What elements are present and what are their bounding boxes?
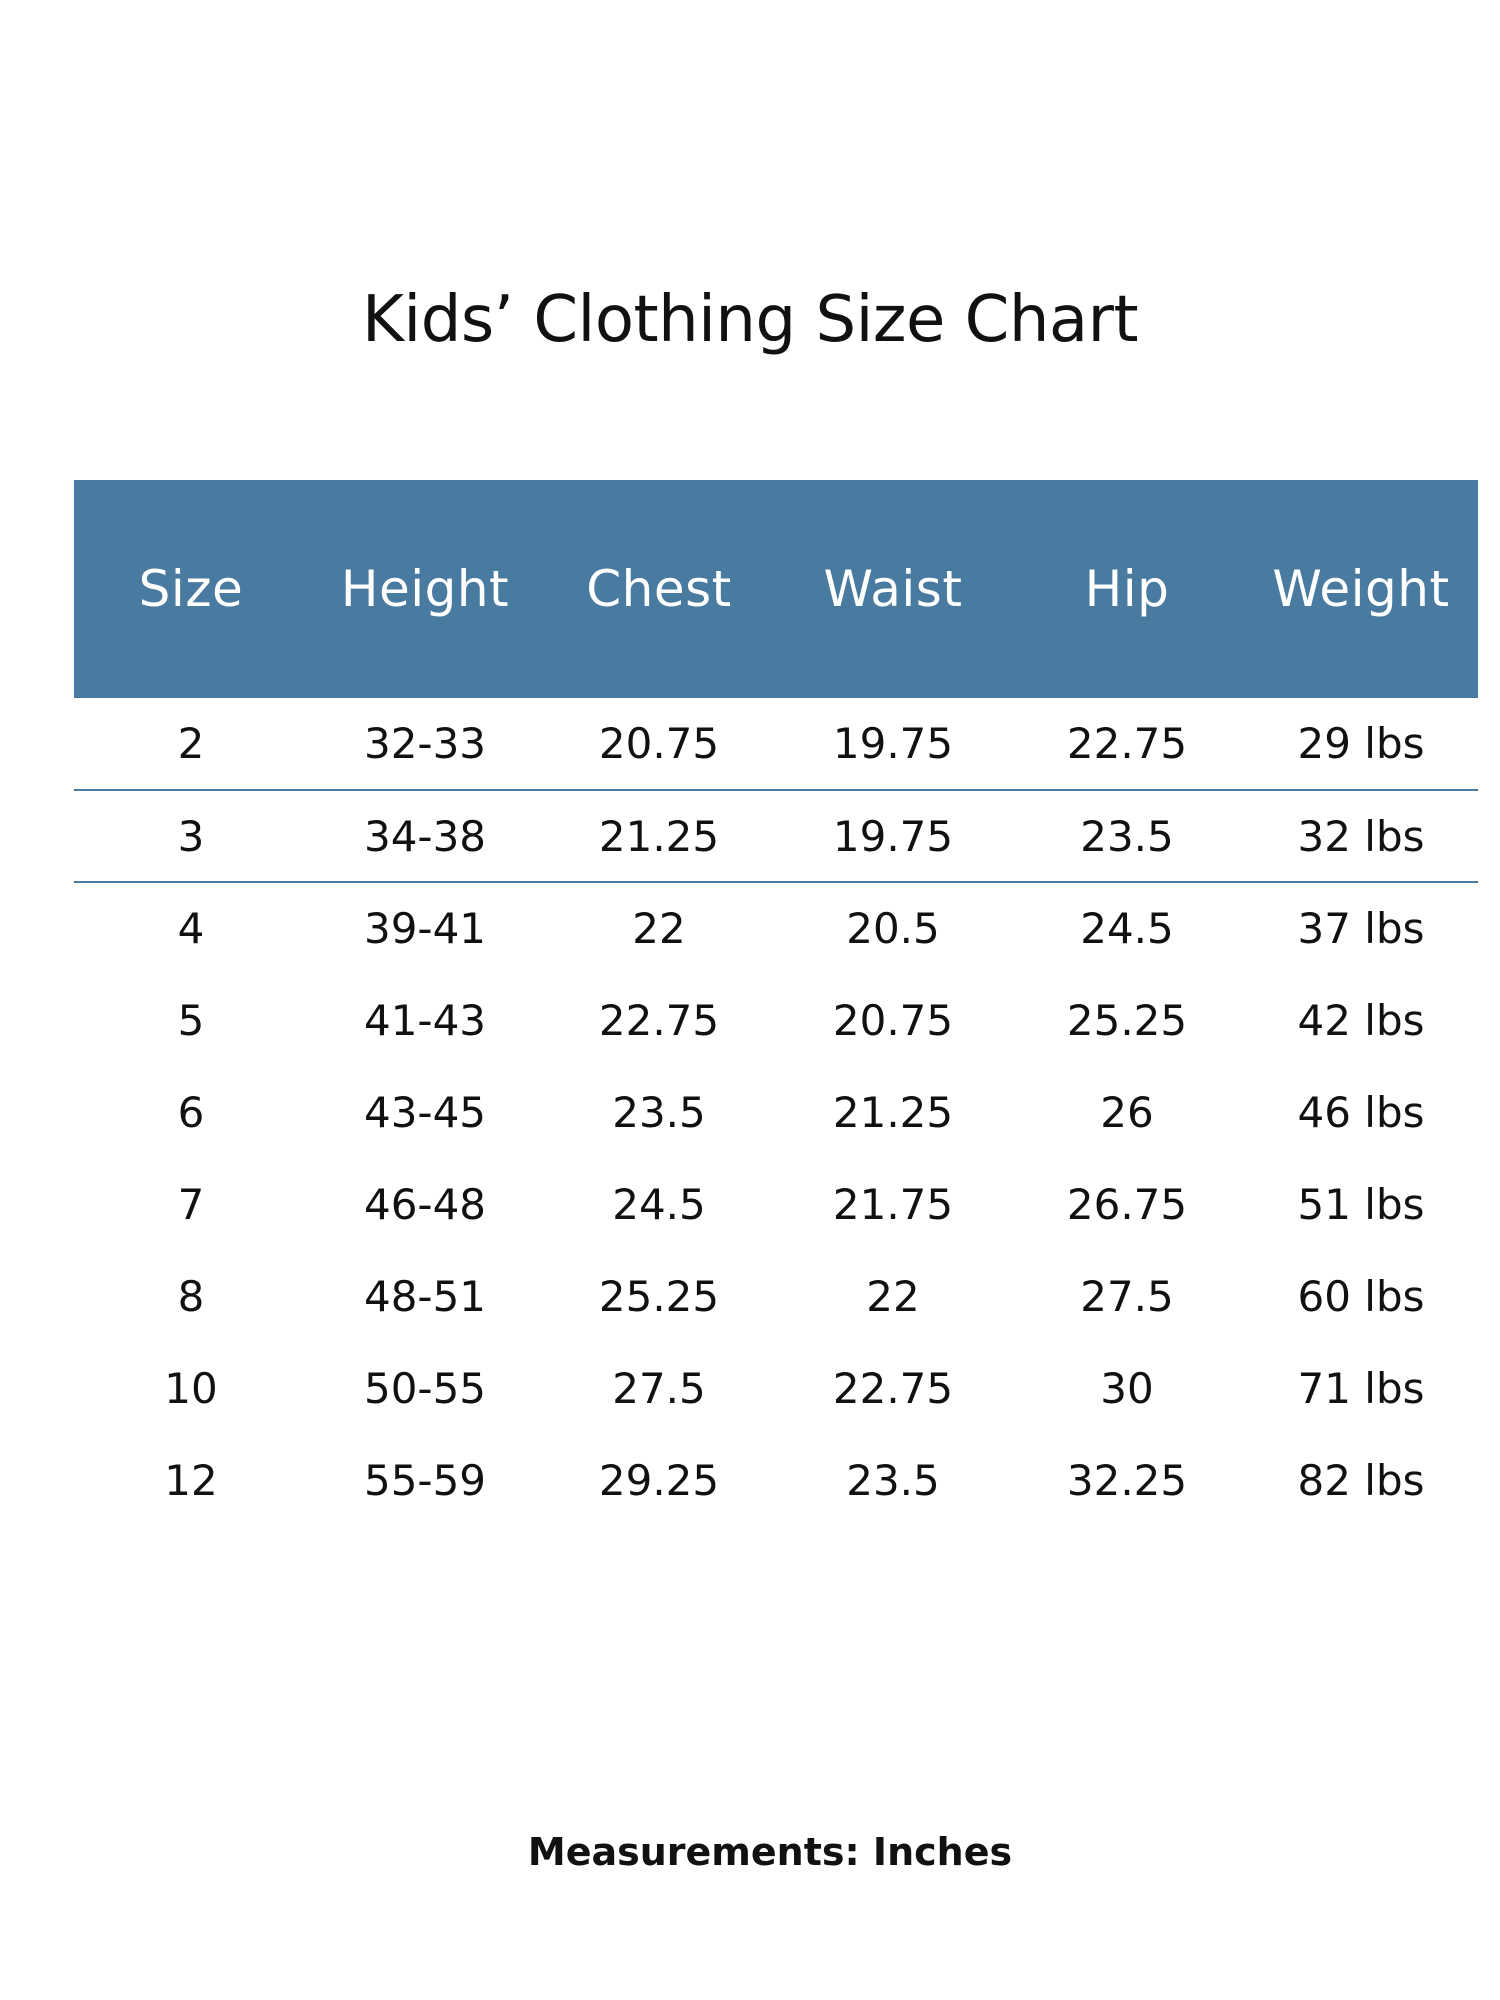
table-header: Size Height Chest Waist Hip Weight (74, 480, 1478, 698)
measurement-note: Measurements: Inches (527, 1830, 1013, 1874)
cell-hip: 22.75 (1010, 698, 1244, 791)
cell-weight: 71 lbs (1297, 1363, 1425, 1413)
page-title: Kids’ Clothing Size Chart (361, 283, 1139, 357)
cell-height: 46-48 (363, 1179, 487, 1229)
cell-chest: 20.75 (542, 698, 776, 791)
cell-size: 10 (164, 1363, 218, 1413)
cell-hip: 25.25 (1066, 995, 1188, 1045)
column-header-weight: Weight (1244, 480, 1478, 698)
table-row: 5 41-43 22.75 20.75 25.25 42 lbs (74, 974, 1478, 1066)
size-chart-table-container: Size Height Chest Waist Hip Weight 2 32-33 20.7… (74, 480, 1478, 1526)
cell-size: 8 (177, 1271, 205, 1321)
cell-waist: 23.5 (846, 1455, 940, 1505)
column-header-chest: Chest (542, 480, 776, 698)
cell-size: 2 (74, 698, 308, 791)
cell-weight: 29 lbs (1244, 698, 1478, 791)
column-header-height: Height (308, 480, 542, 698)
cell-chest: 23.5 (612, 1087, 706, 1137)
cell-height: 32-33 (308, 698, 542, 791)
cell-weight: 60 lbs (1297, 1271, 1425, 1321)
cell-height: 41-43 (363, 995, 487, 1045)
cell-weight: 51 lbs (1297, 1179, 1425, 1229)
cell-weight: 37 lbs (1297, 904, 1425, 953)
cell-size: 6 (177, 1087, 205, 1137)
column-header-hip: Hip (1010, 480, 1244, 698)
cell-waist: 20.5 (846, 904, 940, 953)
cell-chest: 22 (632, 904, 686, 953)
cell-chest: 21.25 (542, 790, 776, 883)
cell-chest: 22.75 (598, 995, 720, 1045)
cell-hip: 30 (1100, 1363, 1154, 1413)
cell-height: 55-59 (363, 1455, 487, 1505)
cell-height: 43-45 (363, 1087, 487, 1137)
cell-waist: 22.75 (832, 1363, 954, 1413)
cell-height: 34-38 (308, 790, 542, 883)
cell-size: 3 (74, 790, 308, 883)
table-row: 10 50-55 27.5 22.75 30 71 lbs (74, 1342, 1478, 1434)
cell-waist: 22 (866, 1271, 920, 1321)
table-row: 2 32-33 20.75 19.75 22.75 29 lbs (74, 698, 1478, 791)
cell-hip: 26.75 (1066, 1179, 1188, 1229)
cell-hip: 26 (1100, 1087, 1154, 1137)
header-row: Size Height Chest Waist Hip Weight (74, 480, 1478, 698)
cell-weight: 46 lbs (1297, 1087, 1425, 1137)
cell-size: 4 (177, 904, 205, 953)
cell-waist: 20.75 (832, 995, 954, 1045)
cell-chest: 25.25 (598, 1271, 720, 1321)
table-row: 12 55-59 29.25 23.5 32.25 82 lbs (74, 1434, 1478, 1526)
cell-waist: 19.75 (776, 698, 1010, 791)
cell-height: 39-41 (363, 904, 487, 953)
table-row: 4 39-41 22 20.5 24.5 37 lbs (74, 882, 1478, 974)
table-row: 3 34-38 21.25 19.75 23.5 32 lbs (74, 790, 1478, 883)
cell-chest: 29.25 (598, 1455, 720, 1505)
cell-size: 5 (177, 995, 205, 1045)
cell-hip: 27.5 (1080, 1271, 1174, 1321)
cell-hip: 32.25 (1066, 1455, 1188, 1505)
cell-hip: 24.5 (1080, 904, 1174, 953)
table-row: 7 46-48 24.5 21.75 26.75 51 lbs (74, 1158, 1478, 1250)
cell-weight: 82 lbs (1297, 1455, 1425, 1505)
cell-height: 48-51 (363, 1271, 487, 1321)
table-body: 2 32-33 20.75 19.75 22.75 29 lbs 3 34-38 21.25 19… (74, 698, 1478, 1526)
cell-chest: 27.5 (612, 1363, 706, 1413)
cell-waist: 19.75 (776, 790, 1010, 883)
cell-waist: 21.75 (832, 1179, 954, 1229)
cell-height: 50-55 (363, 1363, 487, 1413)
cell-weight: 42 lbs (1297, 995, 1425, 1045)
column-header-waist: Waist (776, 480, 1010, 698)
table-row: 8 48-51 25.25 22 27.5 60 lbs (74, 1250, 1478, 1342)
cell-chest: 24.5 (612, 1179, 706, 1229)
size-chart-table: Size Height Chest Waist Hip Weight 2 32-33 20.7… (74, 480, 1478, 1526)
cell-waist: 21.25 (832, 1087, 954, 1137)
cell-weight: 32 lbs (1244, 790, 1478, 883)
table-row: 6 43-45 23.5 21.25 26 46 lbs (74, 1066, 1478, 1158)
cell-hip: 23.5 (1010, 790, 1244, 883)
cell-size: 12 (164, 1455, 218, 1505)
cell-size: 7 (177, 1179, 205, 1229)
column-header-size: Size (74, 480, 308, 698)
